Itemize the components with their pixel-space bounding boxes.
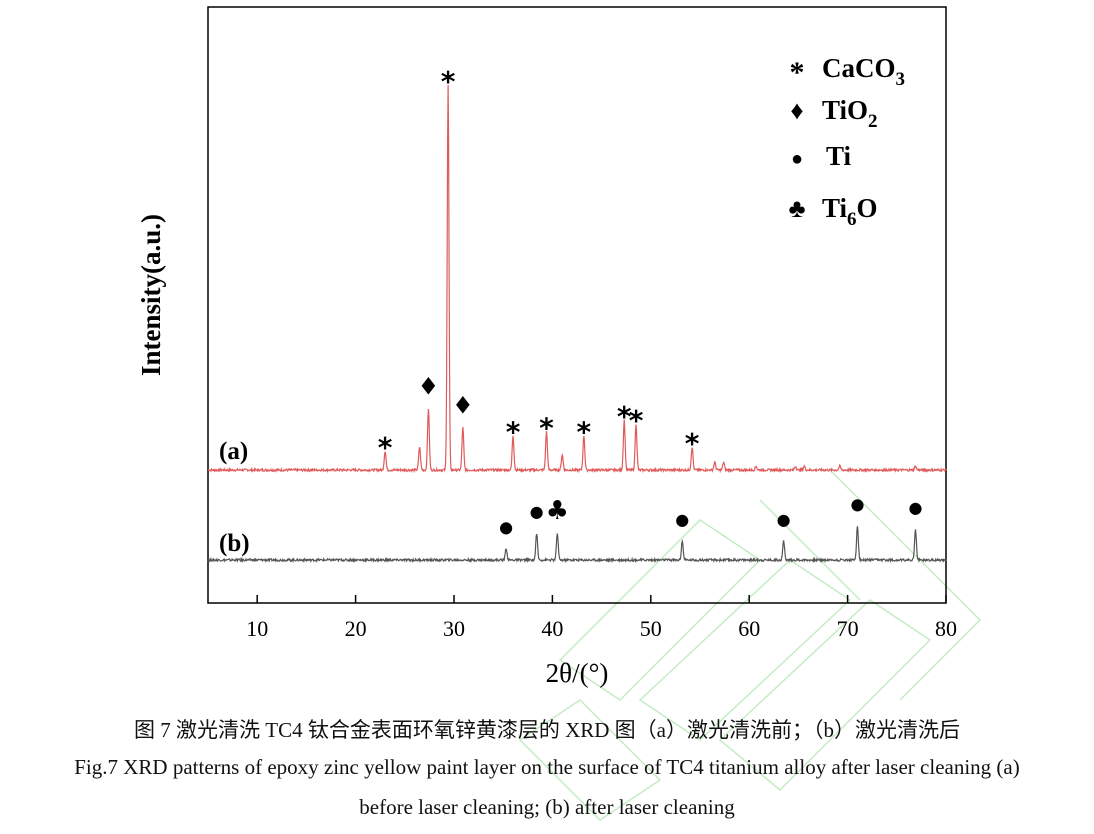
legend: * CaCO3 ♦ TiO2 ● Ti ♣ Ti6O bbox=[788, 53, 905, 230]
caco3-marker: * bbox=[617, 400, 632, 433]
xrd-series-a bbox=[207, 84, 947, 474]
figure-caption-english-line1: Fig.7 XRD patterns of epoxy zinc yellow … bbox=[74, 755, 1020, 779]
y-axis-label: Intensity(a.u.) bbox=[136, 214, 166, 376]
curve-label-a: (a) bbox=[219, 438, 248, 465]
ti6o-marker: ♣ bbox=[546, 496, 569, 526]
legend-symbol-tio2: ♦ bbox=[790, 96, 803, 125]
xrd-curves bbox=[207, 84, 947, 564]
x-tick-label: 70 bbox=[837, 616, 859, 641]
caco3-marker: * bbox=[539, 412, 554, 445]
ti-marker: ● bbox=[909, 498, 923, 517]
x-tick-label: 60 bbox=[738, 616, 760, 641]
ti-marker: ● bbox=[530, 502, 544, 521]
caco3-marker: * bbox=[378, 431, 393, 464]
legend-symbol-caco3: * bbox=[790, 56, 805, 89]
caco3-marker: * bbox=[629, 404, 644, 437]
legend-symbol-ti: ● bbox=[791, 148, 803, 170]
xrd-chart: 10 20 30 40 50 60 70 80 *** * * ***♦♦●● ● ●● ●♣ Inten… bbox=[136, 6, 957, 688]
x-tick-label: 40 bbox=[541, 616, 563, 641]
x-tick-label: 30 bbox=[443, 616, 465, 641]
ti-marker: ● bbox=[850, 494, 864, 513]
x-tick-label: 20 bbox=[345, 616, 367, 641]
tio2-marker: ♦ bbox=[418, 372, 440, 400]
figure-caption-english-line2: before laser cleaning; (b) after laser c… bbox=[359, 795, 735, 819]
tio2-marker: ♦ bbox=[452, 392, 474, 420]
x-tick-label: 80 bbox=[935, 616, 957, 641]
phase-markers: *** * * ***♦♦●● ● ●● ●♣ bbox=[378, 65, 923, 536]
x-tick-label: 10 bbox=[246, 616, 268, 641]
legend-label-caco3: CaCO3 bbox=[822, 53, 905, 90]
figure-caption-chinese: 图 7 激光清洗 TC4 钛合金表面环氧锌黄漆层的 XRD 图（a）激光清洗前；… bbox=[134, 718, 960, 742]
plot-frame bbox=[207, 6, 947, 604]
ti-marker: ● bbox=[777, 510, 791, 529]
ti-marker: ● bbox=[499, 517, 513, 536]
xrd-series-b bbox=[207, 526, 947, 564]
x-tick-label: 50 bbox=[640, 616, 662, 641]
caco3-marker: * bbox=[506, 415, 521, 448]
curve-label-b: (b) bbox=[219, 530, 250, 557]
legend-label-ti: Ti bbox=[826, 141, 852, 171]
legend-label-ti6o: Ti6O bbox=[822, 193, 878, 230]
caco3-marker: * bbox=[577, 415, 592, 448]
legend-symbol-ti6o: ♣ bbox=[788, 194, 805, 223]
x-axis-ticks: 10 20 30 40 50 60 70 80 bbox=[246, 595, 957, 641]
ti-marker: ● bbox=[675, 510, 689, 529]
caco3-marker: * bbox=[441, 65, 456, 98]
legend-label-tio2: TiO2 bbox=[822, 95, 878, 132]
x-axis-label: 2θ/(°) bbox=[546, 658, 609, 688]
caco3-marker: * bbox=[685, 427, 700, 460]
